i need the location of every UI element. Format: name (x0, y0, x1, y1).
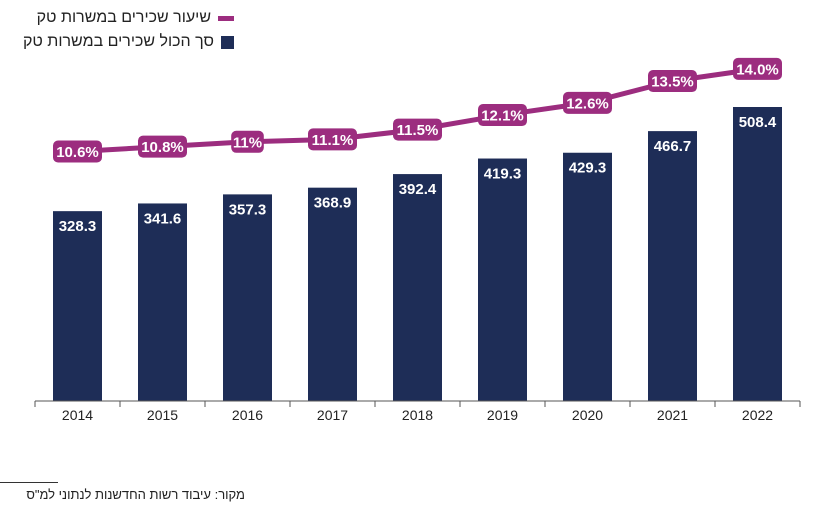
rate-label-2021: 13.5% (651, 74, 694, 91)
rate-pill-2015 (138, 135, 187, 158)
rate-pill-2014 (53, 140, 102, 163)
bar-2022 (733, 107, 782, 401)
bar-label-2016: 357.3 (229, 201, 267, 218)
bar-2021 (648, 131, 697, 401)
bar-label-2017: 368.9 (314, 195, 352, 212)
rate-pill-2018 (393, 118, 442, 141)
legend-item-total: סך הכול שכירים במשרות טק (23, 30, 234, 54)
total-swatch (221, 35, 234, 49)
x-tick-label-2022: 2022 (742, 407, 773, 423)
source-divider (0, 482, 58, 483)
bar-2018 (393, 174, 442, 401)
rate-pill-2020 (563, 91, 612, 114)
bar-label-2015: 341.6 (144, 210, 182, 227)
rate-label-2017: 11.1% (312, 132, 354, 149)
rate-pill-2022 (733, 57, 782, 80)
bar-label-2022: 508.4 (739, 114, 777, 131)
bar-label-2019: 419.3 (484, 166, 522, 183)
x-tick-label-2017: 2017 (317, 407, 348, 423)
rate-pill-2017 (308, 128, 357, 151)
bar-label-2020: 429.3 (569, 160, 607, 177)
x-tick-label-2014: 2014 (62, 407, 93, 423)
bar-2015 (138, 203, 187, 401)
x-tick-label-2021: 2021 (657, 407, 688, 423)
rate-pill-2019 (478, 104, 527, 127)
bar-label-2014: 328.3 (59, 218, 97, 235)
x-tick-label-2019: 2019 (487, 407, 518, 423)
x-tick-label-2016: 2016 (232, 407, 263, 423)
bar-2020 (563, 152, 612, 401)
x-tick-label-2018: 2018 (402, 407, 433, 423)
legend-rate-label: שיעור שכירים במשרות טק (36, 9, 211, 26)
legend-total-label: סך הכול שכירים במשרות טק (22, 33, 214, 50)
rate-label-2014: 10.6% (56, 144, 99, 161)
x-tick-label-2015: 2015 (147, 407, 178, 423)
legend: שיעור שכירים במשרות טק סך הכול שכירים במ… (23, 6, 234, 54)
bar-2019 (478, 158, 527, 401)
bar-2014 (53, 211, 102, 401)
rate-label-2020: 12.6% (566, 95, 609, 112)
bar-2016 (223, 194, 272, 401)
bar-label-2021: 466.7 (654, 138, 692, 155)
bar-label-2018: 392.4 (399, 181, 437, 198)
rate-label-2016: 11% (233, 134, 262, 151)
bar-2017 (308, 187, 357, 401)
rate-pill-2021 (648, 70, 697, 93)
legend-item-rate: שיעור שכירים במשרות טק (23, 6, 234, 30)
rate-label-2022: 14.0% (736, 61, 779, 78)
chart: 328.3 341.6 357.3 368.9 392.4 419.3 429.3 466.7… (34, 57, 801, 423)
rate-pill-2016 (231, 130, 264, 153)
x-tick-label-2020: 2020 (572, 407, 603, 423)
rate-label-2018: 11.5% (397, 122, 439, 139)
rate-swatch (218, 15, 234, 21)
rate-label-2015: 10.8% (141, 139, 184, 156)
source-note: מקור: עיבוד רשות החדשנות לנתוני למ"ס (26, 487, 245, 502)
rate-label-2019: 12.1% (481, 108, 524, 125)
